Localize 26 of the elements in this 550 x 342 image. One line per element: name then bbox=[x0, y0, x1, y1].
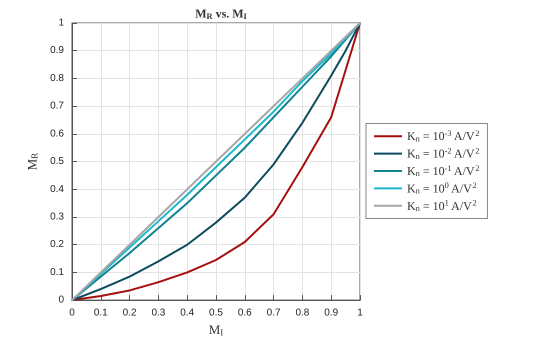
x-tick-label: 1 bbox=[357, 308, 364, 319]
y-tick-label: 0.1 bbox=[50, 266, 64, 278]
x-tick-label: 0.3 bbox=[151, 308, 166, 319]
x-tick-label: 0.7 bbox=[266, 308, 281, 319]
x-tick-label: 0 bbox=[69, 308, 76, 319]
chart-title: MR vs. MI bbox=[195, 6, 247, 21]
x-tick-label: 0.2 bbox=[122, 308, 137, 319]
y-tick-label: 0.4 bbox=[50, 184, 64, 195]
x-tick-label: 0.9 bbox=[324, 308, 339, 319]
x-tick-label: 0.8 bbox=[295, 308, 310, 319]
x-tick-label: 0.5 bbox=[209, 308, 224, 319]
y-tick-label: 0.7 bbox=[50, 100, 64, 112]
y-axis-title: MR bbox=[24, 152, 40, 170]
x-tick-label: 0.4 bbox=[180, 308, 195, 319]
y-tick-label: 0.9 bbox=[50, 45, 64, 56]
x-tick-label: 0.1 bbox=[94, 308, 108, 319]
y-tick-label: 0.6 bbox=[50, 128, 64, 140]
line-series bbox=[71, 22, 361, 302]
y-tick-label: 0.5 bbox=[50, 156, 64, 168]
y-tick-label: 0.2 bbox=[50, 239, 64, 250]
x-tick-label: 0.6 bbox=[238, 308, 252, 319]
y-tick-label: 0.3 bbox=[50, 212, 64, 223]
y-tick-label: 0 bbox=[58, 294, 64, 306]
y-tick-label: 0.8 bbox=[50, 72, 64, 84]
y-tick-label: 1 bbox=[58, 18, 64, 28]
x-axis-title: MI bbox=[208, 322, 224, 338]
